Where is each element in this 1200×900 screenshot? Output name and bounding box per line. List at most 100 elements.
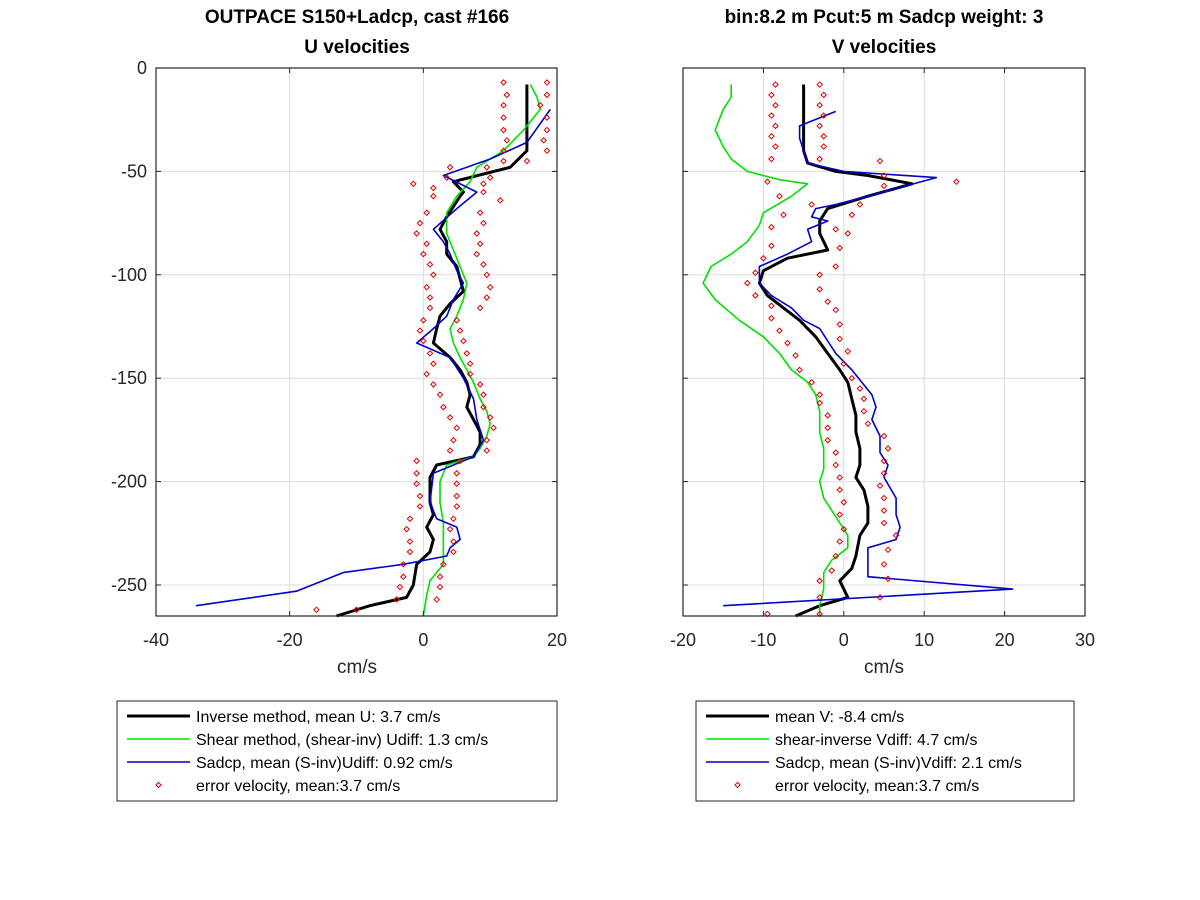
u-error-velocity-point (483, 294, 491, 301)
v-x-tick-label: 0 (839, 630, 849, 650)
v-legend-label-0: mean V: -8.4 cm/s (775, 709, 904, 726)
v-error-velocity-point (752, 292, 759, 299)
v-error-velocity-point (836, 511, 844, 518)
v-ticks (682, 67, 1086, 616)
v-error-velocity-point (768, 155, 775, 163)
u-error-velocity-point (483, 271, 491, 279)
u-error-velocity-point (420, 337, 427, 345)
u-error-velocity-point (480, 403, 487, 411)
v-error-velocity-point (880, 182, 888, 190)
v-error-velocity-point (752, 269, 759, 277)
v-x-tick-label: 20 (995, 630, 1015, 650)
v-error-velocity-point (844, 347, 852, 355)
v-grid (683, 68, 1085, 616)
u-error-velocity-point (453, 492, 461, 500)
u-error-velocity-point (543, 126, 551, 134)
v-panel: bin:8.2 m Pcut:5 m Sadcp weight: 3 V vel… (670, 7, 1095, 802)
v-error-velocity-point (824, 436, 832, 444)
v-error-velocity-point (832, 449, 840, 456)
u-error-velocity-point (406, 515, 414, 523)
v-error-velocity-point (760, 254, 767, 262)
u-error-velocity-point (500, 126, 507, 134)
v-error-velocity-point (880, 432, 888, 440)
v-error-velocity-point (832, 225, 840, 233)
v-error-velocity-point (764, 178, 771, 186)
v-error-velocity-point (824, 424, 832, 432)
v-error-velocity-point (836, 538, 844, 545)
v-x-axis-label: cm/s (864, 657, 904, 678)
u-ticks (155, 67, 558, 616)
v-error-velocity-point (816, 594, 823, 601)
v-error-velocity-point (824, 298, 832, 305)
v-error-velocity-point (816, 101, 823, 109)
u-error-velocity-point (313, 606, 320, 614)
u-error-velocity-point (460, 337, 467, 345)
v-error-velocity-point (880, 507, 888, 514)
u-error-velocity-point (433, 596, 441, 603)
u-error-velocity-point (450, 436, 457, 444)
v-error-velocity-point (880, 519, 888, 527)
u-x-tick-labels: -40 -20 0 20 (143, 630, 567, 650)
v-error-velocity-point (816, 399, 823, 407)
u-error-velocity-point (423, 209, 430, 217)
v-error-velocity-point (824, 412, 832, 419)
v-x-tick-label: -20 (670, 630, 696, 650)
u-y-tick-labels: 0 -50 -100 -150 -200 -250 (111, 58, 147, 595)
v-x-tick-label: -10 (750, 630, 776, 650)
u-error-velocity-point (443, 174, 451, 181)
v-error-velocity-point (884, 546, 892, 554)
v-error-velocity-point (836, 474, 844, 481)
v-x-tick-labels: -20 -10 0 10 20 30 (670, 630, 1095, 650)
u-error-velocity-point (416, 327, 424, 334)
u-error-velocity-point (476, 209, 484, 217)
v-legend: mean V: -8.4 cm/s shear-inverse Vdiff: 4.… (706, 709, 1022, 795)
u-error-velocity-point (430, 184, 437, 192)
u-error-velocity-point (436, 391, 444, 399)
u-legend-label-0: Inverse method, mean U: 3.7 cm/s (196, 709, 441, 726)
v-error-velocity-point (848, 211, 856, 219)
u-error-velocity-point (413, 480, 420, 487)
u-error-velocity-point (523, 157, 531, 165)
u-error-velocity-point (466, 360, 474, 368)
u-error-velocity-point (480, 219, 487, 227)
v-error-velocity-point (816, 391, 823, 399)
v-error-velocity-point (768, 314, 775, 322)
v-error-velocity-point (772, 101, 779, 109)
u-error-velocity-point (406, 538, 414, 545)
u-error-velocity-point (453, 503, 461, 510)
u-error-velocity-point (446, 447, 454, 454)
u-legend-label-1: Shear method, (shear-inv) Udiff: 1.3 cm/… (196, 732, 488, 749)
v-error-velocity-point (808, 379, 815, 386)
u-error-velocity-point (450, 548, 457, 556)
v-error-velocity-point (836, 486, 844, 494)
u-error-velocity-point (453, 424, 461, 432)
u-error-velocity-point (543, 114, 551, 121)
v-error-velocity-point (860, 395, 868, 403)
v-error-velocity-point (816, 155, 823, 163)
v-error-velocity-point (820, 91, 828, 99)
v-error-velocity-point (880, 470, 888, 477)
v-error-velocity-point (744, 279, 751, 287)
u-legend-label-2: Sadcp, mean (S-inv)Udiff: 0.92 cm/s (196, 755, 453, 772)
u-error-velocity-point (543, 79, 551, 86)
v-error-velocity-point (880, 494, 888, 502)
u-error-velocity-point (480, 188, 487, 196)
u-error-velocity-point (490, 424, 497, 432)
u-x-tick-label: -40 (143, 630, 169, 650)
v-error-velocity-point (844, 230, 852, 237)
v-legend-box (695, 700, 1075, 802)
u-error-velocity-point (353, 606, 360, 614)
v-error-velocity-point (884, 575, 892, 583)
v-error-velocity-point (776, 192, 783, 200)
v-error-velocity-point (808, 201, 815, 208)
u-chart-title: OUTPACE S150+Ladcp, cast #166 (205, 7, 509, 28)
u-series-line-2 (195, 108, 551, 607)
u-error-velocity-point (473, 250, 481, 258)
v-error-velocity-point (832, 263, 840, 270)
u-error-velocity-point (423, 283, 430, 291)
u-error-velocity-point (436, 573, 444, 581)
v-error-velocity-point (784, 339, 791, 347)
v-error-velocity-point (836, 335, 844, 343)
v-chart-subtitle: V velocities (832, 37, 937, 58)
